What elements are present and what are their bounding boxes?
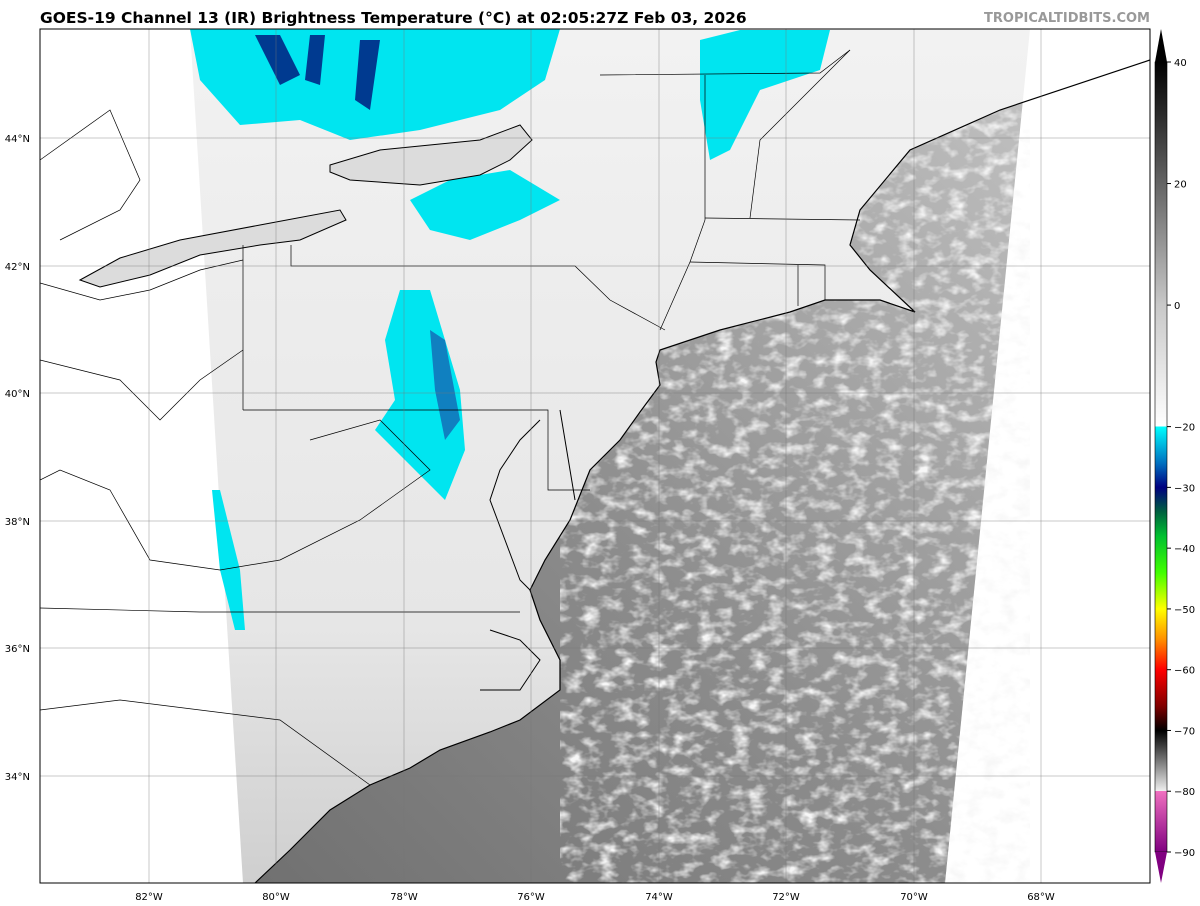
coastline <box>254 59 1150 883</box>
lat-label: 40°N <box>5 389 30 400</box>
great-lakes <box>78 124 533 288</box>
lon-label: 80°W <box>262 892 290 903</box>
lon-label: 82°W <box>135 892 163 903</box>
colorbar-tick-label: 40 <box>1174 58 1187 69</box>
graticule <box>40 29 1150 883</box>
map-title: GOES-19 Channel 13 (IR) Brightness Tempe… <box>40 9 747 27</box>
colorbar-min-extension <box>1155 852 1167 883</box>
lon-label: 78°W <box>390 892 418 903</box>
colorbar-body <box>1154 61 1168 853</box>
colorbar-tick-label: 0 <box>1174 301 1180 312</box>
lon-label: 76°W <box>517 892 545 903</box>
lon-label: 68°W <box>1027 892 1055 903</box>
lon-label: 74°W <box>645 892 673 903</box>
lat-label: 42°N <box>5 262 30 273</box>
lat-label: 36°N <box>5 644 30 655</box>
colorbar-tick-label: −90 <box>1174 848 1195 859</box>
cloud-streets <box>560 60 1030 883</box>
site-watermark: TROPICALTIDBITS.COM <box>984 11 1150 26</box>
colorbar-tick-label: −60 <box>1174 666 1195 677</box>
lon-label: 70°W <box>900 892 928 903</box>
cold-cloud-tops <box>190 29 830 630</box>
colorbar-tick-label: −70 <box>1174 726 1195 737</box>
political-borders <box>40 49 861 786</box>
bays <box>480 409 576 691</box>
lon-label: 72°W <box>772 892 800 903</box>
lat-label: 38°N <box>5 517 30 528</box>
colorbar-tick-label: −40 <box>1174 544 1195 555</box>
colorbar-tick-label: −80 <box>1174 787 1195 798</box>
colorbar-tick-label: −20 <box>1174 423 1195 434</box>
lat-label: 44°N <box>5 134 30 145</box>
colorbar: 40 20 0 −20 −30 −40 −50 −60 −70 −80 −90 <box>1154 29 1195 883</box>
colorbar-tick-label: 20 <box>1174 180 1187 191</box>
lat-label: 34°N <box>5 772 30 783</box>
map-frame <box>39 28 1151 884</box>
colorbar-tick-label: −30 <box>1174 483 1195 494</box>
colorbar-max-extension <box>1155 29 1167 62</box>
colorbar-tick-label: −50 <box>1174 605 1195 616</box>
